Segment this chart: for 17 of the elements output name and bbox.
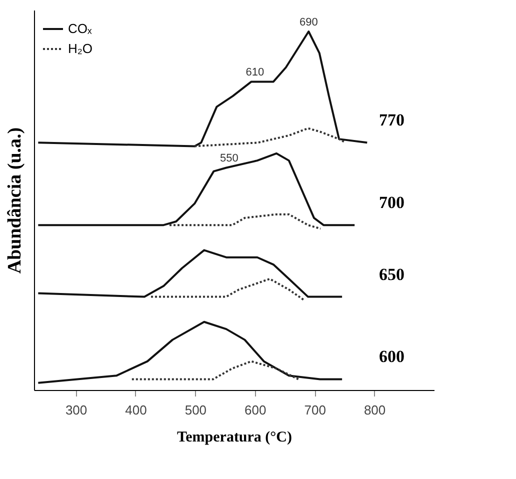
annotation: 650 [379, 264, 404, 284]
legend-label: H₂O [68, 41, 93, 56]
x-tick-label: 600 [244, 402, 266, 418]
annotation: 610 [246, 66, 264, 79]
annotation: 700 [379, 193, 404, 212]
x-axis-title: Temperatura (°C) [176, 430, 292, 446]
annotation: 690 [299, 16, 318, 29]
annotation: 600 [379, 347, 404, 366]
legend-label: COₓ [68, 21, 92, 36]
x-tick-label: 400 [125, 402, 147, 418]
x-tick-label: 500 [184, 402, 207, 418]
annotation: 550 [220, 152, 238, 165]
x-tick-label: 700 [304, 402, 326, 418]
y-axis-title: Abundância (u.a.) [4, 127, 26, 274]
annotation: 770 [379, 110, 404, 130]
x-tick-label: 300 [65, 402, 88, 418]
x-tick-label: 800 [364, 402, 386, 418]
